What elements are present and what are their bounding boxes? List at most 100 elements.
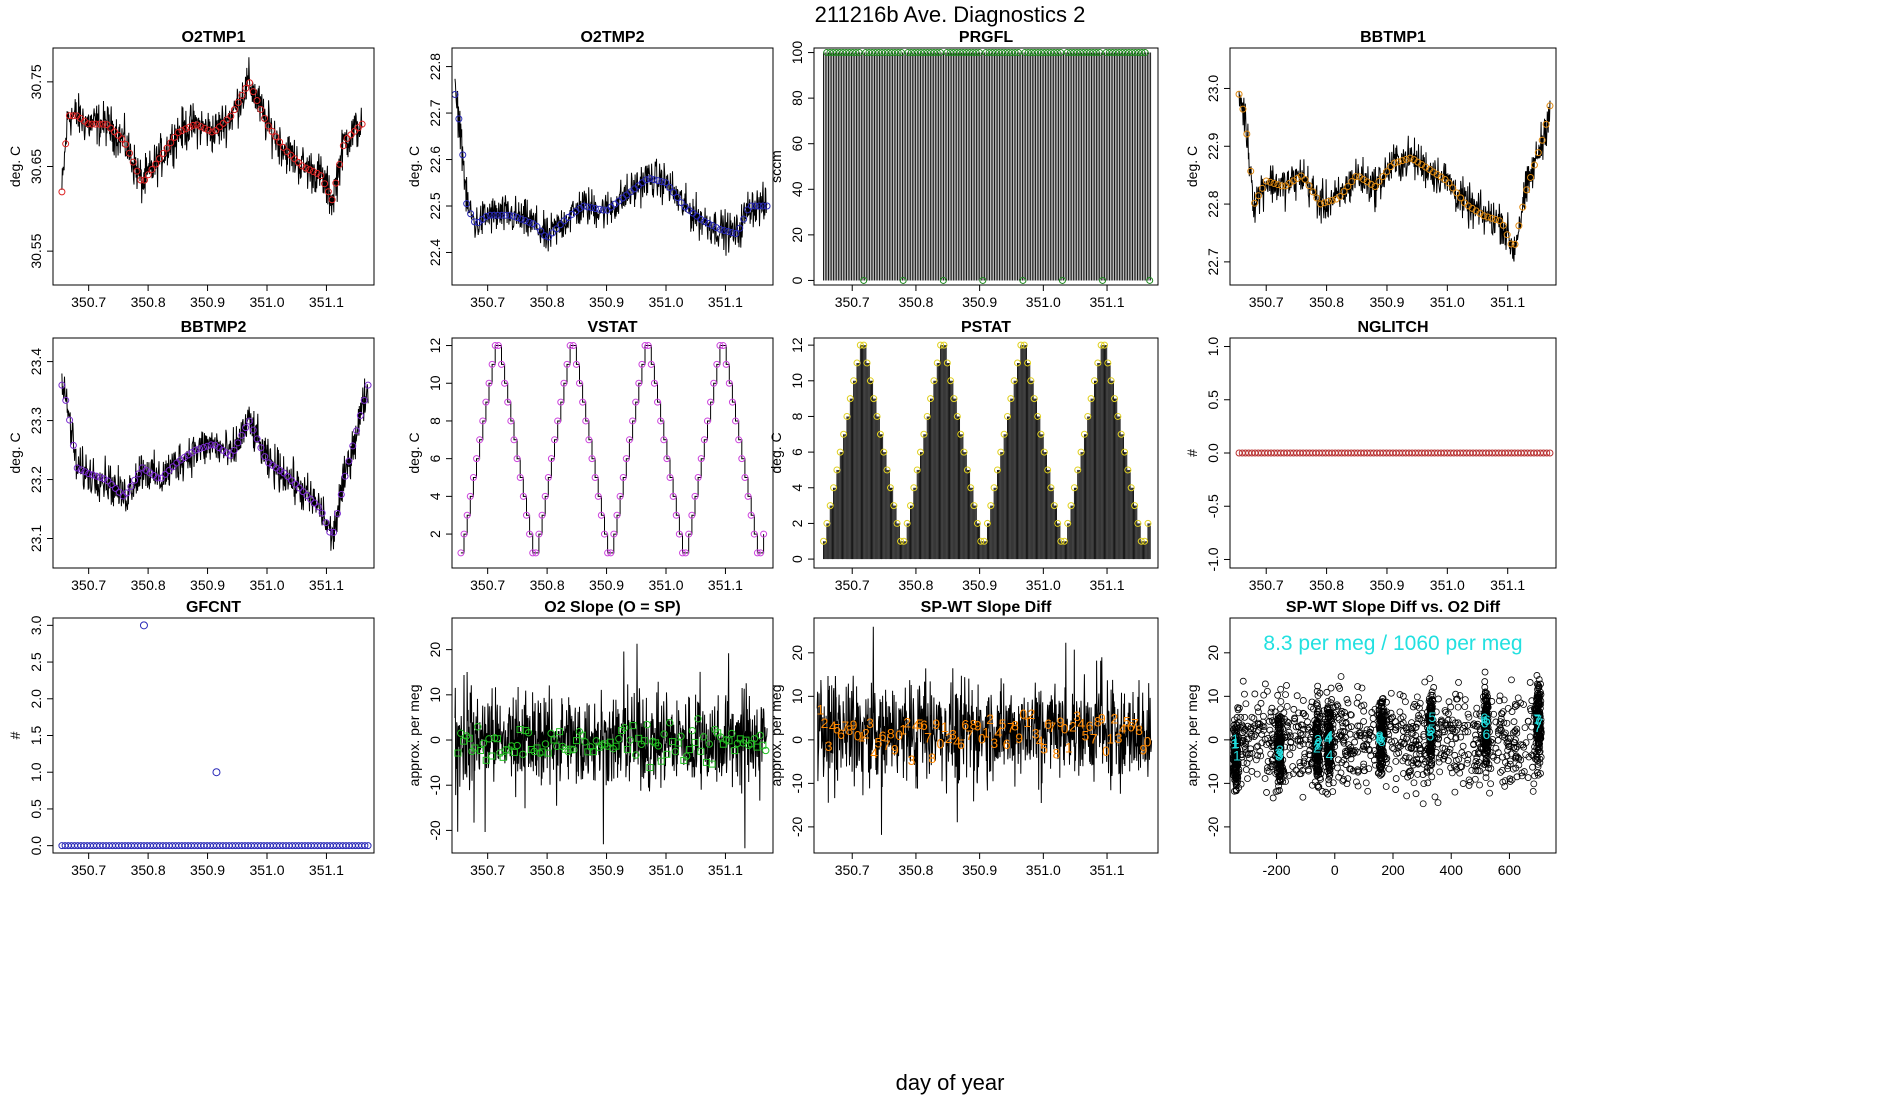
point-label: 9 xyxy=(1057,714,1065,730)
data-point xyxy=(762,746,770,755)
data-point-low xyxy=(899,276,907,284)
cluster-label: 6 xyxy=(1482,726,1490,742)
point-label: 8 xyxy=(970,717,978,733)
data-point xyxy=(1305,182,1313,190)
scatter-point xyxy=(1254,752,1261,759)
data-point xyxy=(940,341,948,349)
ytick-label: 2.0 xyxy=(28,689,44,709)
point-label: 1 xyxy=(1065,740,1073,756)
ytick-label: -20 xyxy=(427,820,443,840)
data-point xyxy=(658,178,666,186)
data-point xyxy=(626,736,634,744)
cluster-point xyxy=(1277,698,1285,705)
data-point xyxy=(1064,519,1072,527)
scatter-point xyxy=(1285,771,1293,779)
xtick-label: 350.8 xyxy=(530,862,565,878)
data-point xyxy=(666,183,674,191)
data-point xyxy=(479,739,488,747)
scatter-point xyxy=(1511,700,1519,708)
data-point xyxy=(306,166,314,174)
plot-frame xyxy=(451,617,774,854)
data-point xyxy=(1495,217,1503,225)
scatter-point xyxy=(1447,764,1455,772)
cluster-point xyxy=(1315,783,1323,791)
data-point xyxy=(507,417,515,425)
scatter-point xyxy=(1339,777,1347,785)
data-point xyxy=(1107,377,1115,385)
data-point xyxy=(333,509,341,517)
data-point-outlier xyxy=(212,768,221,777)
data-point xyxy=(886,484,894,492)
data-point xyxy=(467,210,475,218)
data-point xyxy=(703,417,711,425)
scatter-point xyxy=(1296,762,1304,770)
data-point xyxy=(1007,395,1015,403)
data-point-square xyxy=(731,747,739,755)
cluster-point xyxy=(1377,746,1385,753)
data-point-low xyxy=(1058,276,1066,284)
scatter-point xyxy=(1510,718,1518,726)
data-point-outlier xyxy=(139,621,148,630)
scatter-point xyxy=(1526,679,1534,686)
scatter-point xyxy=(1397,738,1405,746)
data-point xyxy=(997,448,1005,456)
point-label: 0 xyxy=(854,727,862,743)
scatter-point xyxy=(1291,732,1299,740)
data-point-square xyxy=(623,745,631,753)
scatter-point xyxy=(1304,718,1311,726)
scatter-point xyxy=(1260,712,1267,720)
xtick-label: 351.0 xyxy=(648,862,683,878)
data-point xyxy=(351,127,359,135)
cluster-label: 4 xyxy=(1325,728,1333,744)
data-point xyxy=(1117,430,1125,438)
scatter-point xyxy=(1511,703,1519,710)
scatter-point xyxy=(1497,715,1505,723)
data-point xyxy=(491,342,499,350)
cluster-label: 3 xyxy=(1276,742,1284,758)
panel-title: SP-WT Slope Diff vs. O2 Diff xyxy=(1286,599,1501,616)
data-point xyxy=(459,151,467,159)
scatter-point xyxy=(1342,752,1350,760)
scatter-point xyxy=(1291,714,1298,722)
cluster-point xyxy=(1376,765,1384,772)
data-point xyxy=(1484,213,1492,221)
scatter-point xyxy=(1289,744,1297,752)
xtick-label: 351.0 xyxy=(1026,577,1061,593)
cluster-point xyxy=(1317,775,1324,783)
scatter-point xyxy=(1421,678,1429,686)
data-point xyxy=(294,158,302,166)
data-point xyxy=(163,144,171,152)
scatter-point xyxy=(1403,726,1411,734)
xtick-label: 350.7 xyxy=(1249,294,1284,310)
scatter-point xyxy=(1257,752,1265,760)
data-point xyxy=(533,223,541,231)
data-point xyxy=(349,442,357,450)
point-label: 5 xyxy=(1081,727,1089,743)
scatter-point xyxy=(1525,717,1532,725)
data-point xyxy=(1367,180,1375,188)
scatter-point xyxy=(1505,740,1513,748)
data-point xyxy=(127,483,135,491)
point-label: 8 xyxy=(1011,718,1019,734)
data-point xyxy=(610,530,618,538)
data-point xyxy=(155,155,163,163)
cluster-label: 5 xyxy=(1426,723,1434,739)
data-point xyxy=(513,214,521,222)
data-point xyxy=(741,474,749,482)
scatter-point xyxy=(1336,685,1344,692)
data-point xyxy=(207,441,215,449)
scatter-point xyxy=(1241,713,1249,721)
scatter-point xyxy=(1461,696,1469,703)
scatter-point xyxy=(1385,765,1393,773)
ytick-label: 22.9 xyxy=(1205,132,1221,159)
data-point xyxy=(557,398,565,406)
data-point xyxy=(620,724,629,732)
data-point-square xyxy=(544,749,552,757)
data-point xyxy=(226,451,234,459)
series-line xyxy=(61,57,363,216)
scatter-point xyxy=(1413,693,1421,701)
scatter-point xyxy=(1529,788,1537,795)
ytick-label: 0 xyxy=(427,736,443,744)
scatter-point xyxy=(1329,779,1337,787)
cluster-point xyxy=(1325,731,1332,739)
